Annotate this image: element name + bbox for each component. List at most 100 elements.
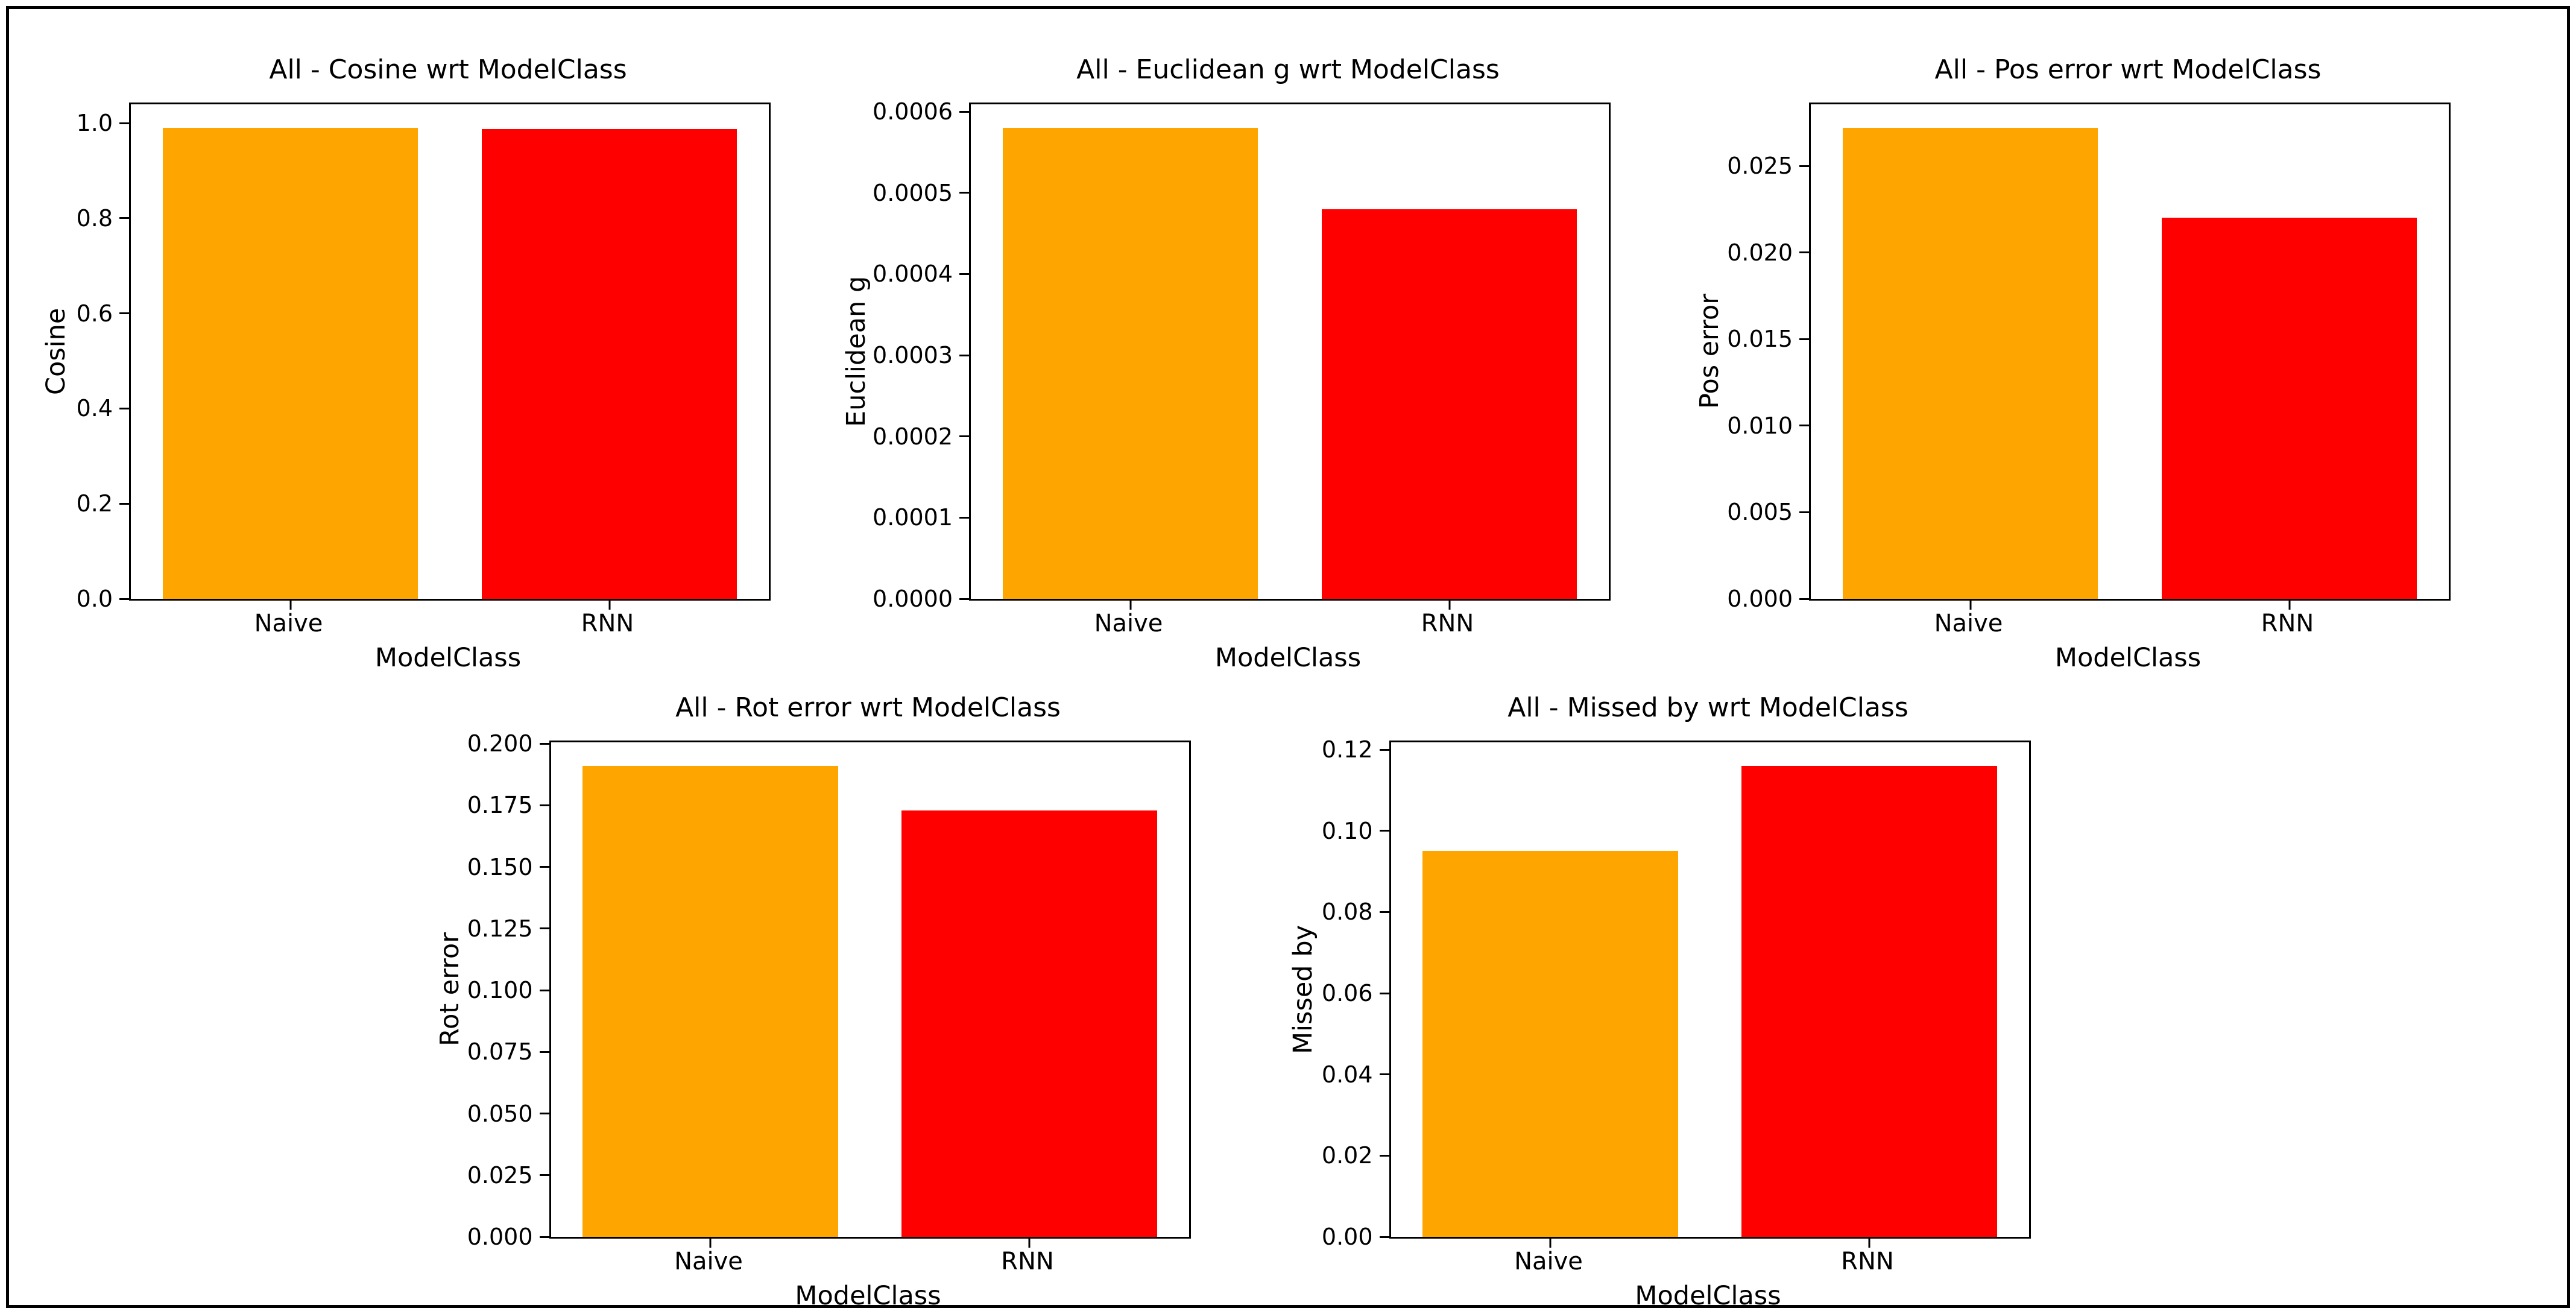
plot-area: 0.000 0.005 0.010 0.015 0.020 0.025	[1727, 103, 2451, 610]
y-tick-mark	[1379, 748, 1389, 751]
plot-area: 0.000 0.025 0.050 0.075 0.100 0.125 0.150 0.175…	[467, 732, 1191, 1248]
x-tick-labels: Naive RNN	[1389, 1248, 2027, 1277]
y-tick-mark	[539, 989, 549, 991]
plot-area: 0.0 0.2 0.4 0.6 0.8 1.0	[77, 103, 771, 610]
y-tick-mark	[119, 217, 129, 220]
y-tick-mark	[959, 273, 969, 275]
y-tick-label: 0.6	[76, 300, 113, 327]
y-tick-label: 0.0006	[873, 98, 953, 125]
x-tick-mark	[289, 601, 291, 610]
y-tick-label: 0.10	[1321, 817, 1373, 844]
x-tick-label-rnn: RNN	[2261, 610, 2314, 637]
y-tick-mark	[119, 598, 129, 600]
y-tick-label: 0.100	[467, 977, 533, 1004]
x-tick-label-rnn: RNN	[581, 610, 634, 637]
y-tick-mark	[1799, 598, 1809, 600]
x-tick-labels: Naive RNN	[549, 1248, 1187, 1277]
y-axis-label: Euclidean g	[841, 276, 871, 428]
y-tick-label: 0.150	[467, 853, 533, 880]
y-tick-label: 0.02	[1321, 1142, 1373, 1169]
y-tick-mark	[959, 598, 969, 600]
y-tick-mark	[1379, 1236, 1389, 1238]
y-tick-label: 0.2	[76, 490, 113, 517]
y-tick-mark	[119, 407, 129, 409]
y-tick-mark	[539, 866, 549, 868]
x-axis-label: ModelClass	[795, 1281, 941, 1311]
y-tick-label: 0.020	[1727, 239, 1793, 266]
y-axis-label: Pos error	[1694, 294, 1725, 409]
x-tick-labels: Naive RNN	[1809, 610, 2447, 639]
bar-naive	[162, 128, 418, 599]
y-tick-mark	[959, 516, 969, 519]
y-tick-label: 0.12	[1321, 736, 1373, 763]
chart-row-2: All - Rot error wrt ModelClass 0.000 0.025…	[0, 691, 2576, 1311]
y-tick-mark	[1379, 911, 1389, 913]
y-tick-mark	[539, 1236, 549, 1238]
bar-naive	[1422, 851, 1678, 1237]
y-axis-label: Cosine	[41, 308, 71, 396]
y-tick-mark	[539, 927, 549, 930]
y-tick-mark	[1799, 338, 1809, 340]
y-tick-mark	[1799, 425, 1809, 427]
x-axis-label: ModelClass	[374, 643, 522, 673]
y-tick-mark	[1379, 830, 1389, 832]
chart-title: All - Missed by wrt ModelClass	[1507, 692, 1908, 723]
y-tick-mark	[539, 1174, 549, 1177]
x-axis-label: ModelClass	[2054, 643, 2202, 673]
y-tick-mark	[959, 435, 969, 438]
y-tick-mark	[959, 192, 969, 194]
x-tick-mark	[1028, 1239, 1031, 1248]
y-tick-label: 0.075	[467, 1038, 533, 1066]
y-tick-mark	[959, 354, 969, 356]
chart-missed-by: All - Missed by wrt ModelClass 0.00 0.02 0.…	[1288, 691, 2031, 1311]
bar-naive	[1842, 128, 2098, 599]
y-tick-label: 0.125	[467, 915, 533, 942]
chart-title: All - Euclidean g wrt ModelClass	[1076, 54, 1500, 85]
y-tick-mark	[119, 312, 129, 315]
y-tick-mark	[539, 1050, 549, 1053]
y-tick-label: 0.000	[1727, 586, 1793, 612]
y-tick-label: 0.200	[467, 730, 533, 757]
chart-title: All - Rot error wrt ModelClass	[675, 692, 1061, 723]
x-tick-mark	[608, 601, 610, 610]
y-tick-label: 0.00	[1321, 1224, 1373, 1250]
x-axis-label: ModelClass	[1635, 1281, 1781, 1311]
y-tick-label: 0.08	[1321, 899, 1373, 926]
bar-rnn	[481, 129, 737, 599]
x-tick-label-naive: Naive	[1934, 610, 2003, 637]
x-tick-label-naive: Naive	[254, 610, 323, 637]
x-axis-label: ModelClass	[1214, 643, 1362, 673]
y-tick-label: 0.0000	[873, 586, 953, 612]
y-tick-label: 0.0005	[873, 179, 953, 206]
bar-rnn	[901, 810, 1157, 1237]
y-tick-mark	[1379, 1154, 1389, 1157]
y-tick-mark	[1799, 165, 1809, 167]
bar-naive	[582, 766, 838, 1237]
y-axis-label: Rot error	[434, 932, 465, 1047]
y-tick-label: 0.050	[467, 1100, 533, 1127]
x-tick-mark	[1448, 601, 1450, 610]
x-tick-labels: Naive RNN	[129, 610, 767, 639]
y-axis-label: Missed by	[1287, 925, 1318, 1055]
chart-euclidean-g: All - Euclidean g wrt ModelClass 0.0000 0.…	[841, 53, 1611, 673]
x-tick-mark	[1868, 1239, 1870, 1248]
x-tick-label-naive: Naive	[674, 1248, 743, 1275]
y-tick-label: 0.8	[76, 204, 113, 232]
y-tick-mark	[119, 502, 129, 505]
x-tick-mark	[2288, 601, 2290, 610]
y-tick-label: 0.0003	[873, 342, 953, 369]
y-tick-label: 0.175	[467, 792, 533, 819]
chart-pos-error: All - Pos error wrt ModelClass 0.000 0.005…	[1694, 53, 2451, 673]
y-tick-label: 0.015	[1727, 326, 1793, 353]
y-tick-label: 0.025	[1727, 153, 1793, 180]
chart-cosine: All - Cosine wrt ModelClass 0.0 0.2 0.4 0.6 0…	[41, 53, 771, 673]
y-tick-label: 0.0002	[873, 423, 953, 450]
y-tick-label: 0.4	[76, 395, 113, 422]
x-tick-mark	[1129, 601, 1131, 610]
bar-rnn	[1321, 209, 1577, 599]
y-tick-label: 0.025	[467, 1161, 533, 1189]
x-tick-label-rnn: RNN	[1421, 610, 1474, 637]
y-tick-mark	[1379, 992, 1389, 994]
x-tick-label-naive: Naive	[1094, 610, 1163, 637]
